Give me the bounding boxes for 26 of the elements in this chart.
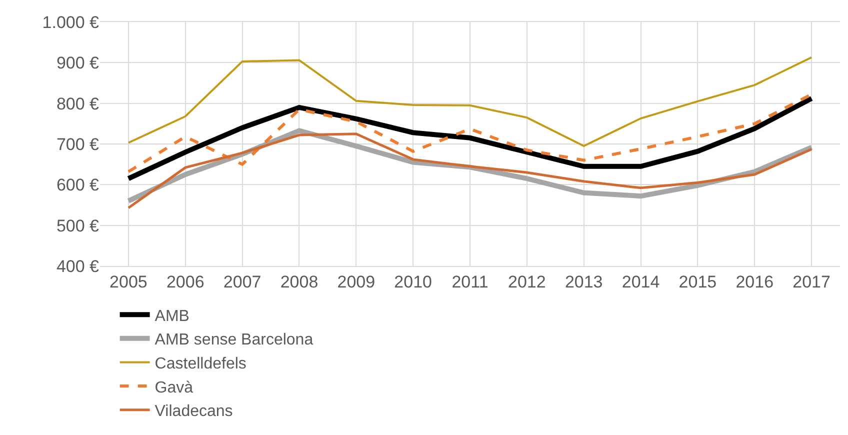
x-tick-label: 2017	[792, 272, 830, 292]
y-tick-label: 500 €	[56, 216, 100, 236]
x-tick-label: 2007	[223, 272, 262, 292]
y-tick-label: 800 €	[56, 94, 100, 114]
y-tick-label: 1.000 €	[42, 12, 100, 32]
y-tick-label: 400 €	[56, 256, 100, 276]
legend-label: AMB	[154, 308, 190, 325]
legend-label: Castelldefels	[154, 355, 246, 372]
y-tick-label: 700 €	[56, 134, 100, 154]
x-tick-label: 2010	[394, 272, 432, 292]
legend-label: Gavà	[154, 379, 194, 396]
legend-label: Viladecans	[154, 403, 233, 420]
legend-label: AMB sense Barcelona	[154, 332, 314, 349]
x-tick-label: 2015	[678, 272, 717, 292]
x-tick-label: 2005	[110, 272, 148, 292]
x-tick-label: 2012	[508, 272, 546, 292]
x-tick-label: 2014	[622, 272, 660, 292]
x-tick-label: 2009	[337, 272, 376, 292]
x-tick-label: 2016	[736, 272, 774, 292]
x-tick-label: 2011	[452, 272, 488, 292]
y-tick-label: 600 €	[56, 176, 100, 195]
line-series	[127, 56, 813, 148]
x-tick-label: 2006	[166, 272, 204, 292]
x-tick-label: 2013	[564, 272, 603, 292]
y-tick-label: 900 €	[56, 54, 100, 73]
x-tick-label: 2008	[280, 272, 318, 292]
